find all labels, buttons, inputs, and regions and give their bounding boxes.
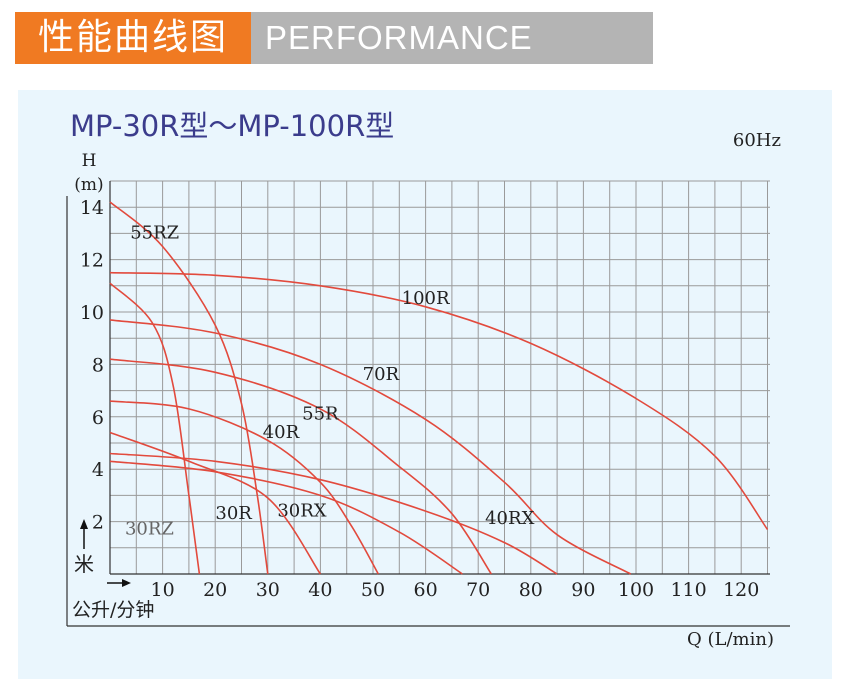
title-cn-banner: 性能曲线图 xyxy=(15,12,251,64)
curve-40r xyxy=(109,400,379,575)
chart-panel xyxy=(18,90,832,679)
y-tick-label: 2 xyxy=(92,512,104,534)
curve-label-55r: 55R xyxy=(302,403,339,424)
x-tick-label: 20 xyxy=(203,579,227,601)
curve-30r xyxy=(109,431,322,575)
y-tick-label: 14 xyxy=(80,197,104,219)
x-tick-label: 110 xyxy=(670,579,706,601)
curve-30rz xyxy=(109,282,201,575)
x-tick-label: 50 xyxy=(361,579,385,601)
curve-label-40rx: 40RX xyxy=(485,508,534,529)
curve-30rx xyxy=(109,460,463,575)
x-tick-label: 100 xyxy=(618,579,654,601)
y-axis-label: H xyxy=(82,151,97,171)
x-tick-label: 90 xyxy=(571,579,595,601)
curve-100r xyxy=(109,271,769,530)
curve-label-30rz: 30RZ xyxy=(125,519,174,540)
curve-label-70r: 70R xyxy=(363,364,400,385)
x-tick-label: 60 xyxy=(414,579,438,601)
curve-label-30r: 30R xyxy=(215,503,252,524)
y-tick-label: 10 xyxy=(80,302,104,324)
curve-label-100r: 100R xyxy=(402,288,450,309)
x-tick-label: 70 xyxy=(466,579,490,601)
x-arrow-head xyxy=(122,579,131,587)
curve-40rx xyxy=(109,452,558,575)
y-tick-label: 4 xyxy=(92,459,104,481)
x-tick-label: 120 xyxy=(723,579,759,601)
frequency-label: 60Hz xyxy=(733,130,781,151)
x-tick-label: 40 xyxy=(308,579,332,601)
x-unit-cn: 公升/分钟 xyxy=(72,599,154,621)
y-tick-label: 6 xyxy=(92,407,104,429)
chart-title: MP-30R型～MP-100R型 xyxy=(70,109,394,143)
curve-70r xyxy=(109,319,632,575)
curve-label-30rx: 30RX xyxy=(277,500,326,521)
y-tick-label: 8 xyxy=(92,354,104,376)
curve-label-55rz: 55RZ xyxy=(130,223,179,244)
x-tick-label: 10 xyxy=(151,579,175,601)
y-axis-unit: (m) xyxy=(74,175,103,195)
x-axis-label: Q (L/min) xyxy=(687,629,774,650)
y-arrow-head xyxy=(80,519,88,529)
x-tick-label: 30 xyxy=(256,579,280,601)
y-tick-label: 12 xyxy=(80,250,104,272)
x-tick-label: 80 xyxy=(519,579,543,601)
curve-55rz xyxy=(109,201,269,575)
y-unit-cn: 米 xyxy=(74,552,94,576)
curve-55r xyxy=(109,358,492,575)
curve-label-40r: 40R xyxy=(263,422,300,443)
